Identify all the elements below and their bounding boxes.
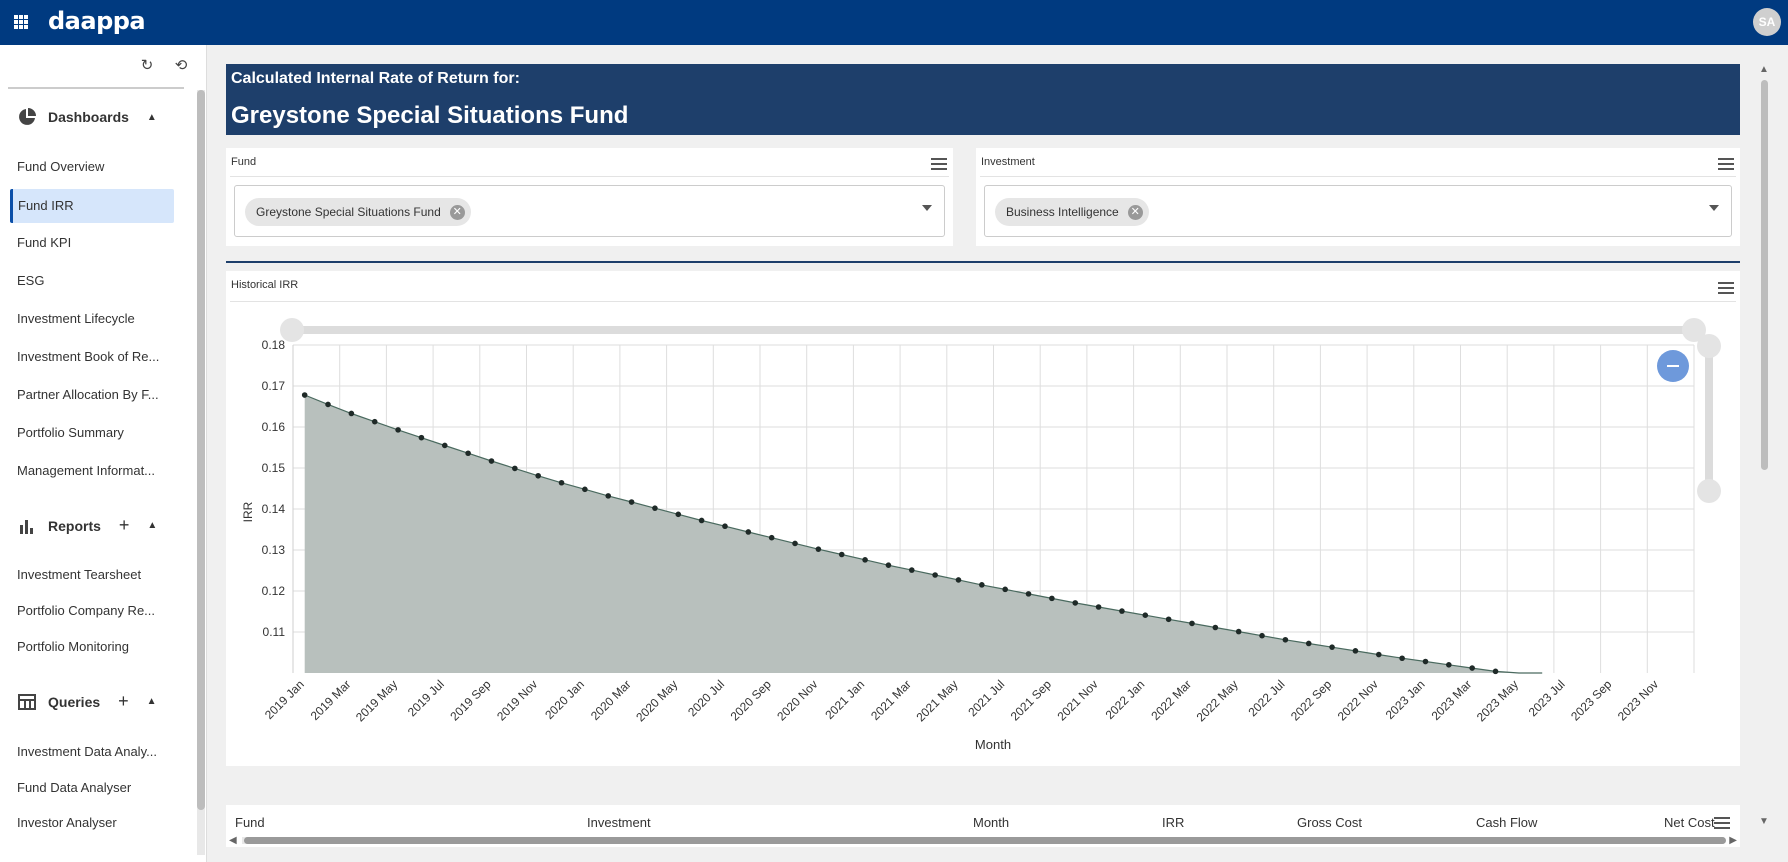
section-reports[interactable]: Reports + ▲ [18,515,157,536]
sidebar-divider [8,87,184,89]
menu-icon[interactable] [1718,158,1734,170]
section-separator [226,261,1740,263]
sidebar-item-investor-analyser[interactable]: Investor Analyser [17,815,117,830]
fund-chip-label: Greystone Special Situations Fund [256,205,441,219]
remove-icon[interactable]: ✕ [449,205,465,220]
bar-chart-icon [20,519,33,534]
page-title: Greystone Special Situations Fund [231,102,629,129]
scroll-right-icon[interactable]: ▶ [1729,835,1737,846]
menu-icon[interactable] [931,158,947,170]
scroll-up-icon[interactable]: ▲ [1759,64,1769,75]
investment-filter-label: Investment [981,156,1035,168]
investment-select[interactable]: Business Intelligence ✕ [984,185,1732,237]
investment-chip-label: Business Intelligence [1006,205,1119,219]
sidebar-scrollbar[interactable] [197,90,205,855]
plus-icon[interactable]: + [118,515,130,535]
sidebar-item-fund-data-analyser[interactable]: Fund Data Analyser [17,780,132,795]
fund-select[interactable]: Greystone Special Situations Fund ✕ [234,185,945,237]
caret-up-icon[interactable]: ▲ [146,111,157,123]
section-queries[interactable]: Queries + ▲ [18,691,157,712]
section-title: Dashboards [48,109,129,125]
app-logo[interactable]: daappa [48,7,146,35]
table-horizontal-scrollbar[interactable]: ◀ ▶ [226,835,1740,846]
chevron-down-icon[interactable] [922,205,932,211]
chevron-down-icon[interactable] [1709,205,1719,211]
sidebar-item-investment-book[interactable]: Investment Book of Re... [17,349,160,364]
sidebar-item-investment-tearsheet[interactable]: Investment Tearsheet [17,567,142,582]
menu-icon[interactable] [1718,282,1734,294]
scroll-down-icon[interactable]: ▼ [1759,816,1769,827]
table-icon [18,693,36,710]
sidebar-item-partner-allocation[interactable]: Partner Allocation By F... [17,387,159,402]
chart-panel-title: Historical IRR [231,279,299,291]
sidebar-item-fund-overview[interactable]: Fund Overview [17,159,105,174]
menu-icon[interactable] [1714,817,1730,829]
sidebar-tools: ↻ ⟲ [138,57,190,75]
column-header-month[interactable]: Month [973,815,1010,830]
plus-icon[interactable]: + [118,691,129,711]
remove-icon[interactable]: ✕ [1127,205,1143,220]
main-vertical-scrollbar[interactable]: ▲ ▼ [1758,64,1770,834]
sidebar-item-investment-lifecycle[interactable]: Investment Lifecycle [17,311,135,326]
column-header-fund[interactable]: Fund [235,815,265,830]
column-header-investment[interactable]: Investment [587,815,651,830]
sidebar-item-fund-irr[interactable]: Fund IRR [10,189,174,223]
section-title: Reports [48,517,101,534]
banner-subtitle: Calculated Internal Rate of Return for: [231,70,520,87]
investment-chip[interactable]: Business Intelligence ✕ [995,198,1149,226]
apps-grid-icon[interactable] [14,15,28,29]
page-banner: Calculated Internal Rate of Return for: … [226,64,1740,135]
fund-filter-label: Fund [231,156,257,168]
sidebar-item-portfolio-summary[interactable]: Portfolio Summary [17,425,124,440]
refresh-icon[interactable]: ↻ [140,57,154,74]
column-header-cash-flow[interactable]: Cash Flow [1476,815,1538,830]
user-avatar[interactable]: SA [1753,8,1781,36]
fund-chip[interactable]: Greystone Special Situations Fund ✕ [245,198,471,226]
sidebar-item-portfolio-monitoring[interactable]: Portfolio Monitoring [17,639,129,654]
sidebar-item-investment-data-analyser[interactable]: Investment Data Analy... [17,744,157,759]
sidebar-item-esg[interactable]: ESG [17,273,45,288]
top-bar: daappa SA [0,0,1788,45]
data-table: Fund Investment Month IRR Gross Cost Cas… [226,805,1740,847]
column-header-gross-cost[interactable]: Gross Cost [1297,815,1363,830]
fund-filter-card: Fund Greystone Special Situations Fund ✕ [226,148,953,246]
column-header-irr[interactable]: IRR [1162,815,1185,830]
scroll-left-icon[interactable]: ◀ [229,835,237,846]
column-header-net-cost[interactable]: Net Cost [1664,815,1715,830]
history-icon[interactable]: ⟲ [174,57,188,74]
section-dashboards[interactable]: Dashboards ▲ [18,108,157,126]
investment-filter-card: Investment Business Intelligence ✕ [976,148,1740,246]
sidebar-item-portfolio-company-report[interactable]: Portfolio Company Re... [17,603,156,618]
sidebar-item-fund-kpi[interactable]: Fund KPI [17,235,72,250]
section-title: Queries [48,693,101,710]
sidebar: ↻ ⟲ Dashboards ▲ Fund Overview Fund IRR … [0,45,207,862]
pie-chart-icon [19,108,36,125]
sidebar-item-management-information[interactable]: Management Informat... [17,463,156,478]
caret-up-icon[interactable]: ▲ [147,520,158,531]
historical-irr-card: Historical IRR [226,271,1740,766]
caret-up-icon[interactable]: ▲ [146,696,157,707]
